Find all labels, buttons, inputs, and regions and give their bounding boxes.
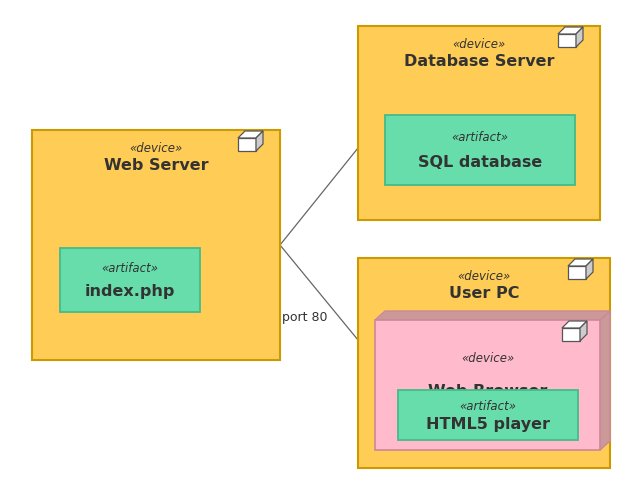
Polygon shape bbox=[562, 321, 587, 328]
Polygon shape bbox=[375, 311, 610, 320]
Text: Web Browser: Web Browser bbox=[428, 384, 547, 399]
Polygon shape bbox=[238, 131, 263, 138]
Text: «artifact»: «artifact» bbox=[460, 399, 516, 413]
Text: Database Server: Database Server bbox=[404, 55, 554, 70]
Polygon shape bbox=[576, 27, 583, 47]
Text: «artifact»: «artifact» bbox=[101, 262, 159, 275]
Polygon shape bbox=[562, 328, 580, 341]
Text: Web Server: Web Server bbox=[104, 159, 208, 174]
Polygon shape bbox=[256, 131, 263, 151]
Polygon shape bbox=[568, 259, 593, 266]
Text: port 80: port 80 bbox=[282, 312, 328, 324]
Polygon shape bbox=[568, 266, 586, 279]
FancyBboxPatch shape bbox=[60, 248, 200, 312]
Text: index.php: index.php bbox=[85, 284, 175, 299]
Polygon shape bbox=[580, 321, 587, 341]
Text: «device»: «device» bbox=[130, 141, 182, 154]
FancyBboxPatch shape bbox=[32, 130, 280, 360]
Text: «device»: «device» bbox=[457, 270, 511, 282]
Polygon shape bbox=[558, 34, 576, 47]
FancyBboxPatch shape bbox=[385, 115, 575, 185]
Polygon shape bbox=[558, 27, 583, 34]
Polygon shape bbox=[600, 311, 610, 450]
Text: HTML5 player: HTML5 player bbox=[426, 417, 550, 431]
Text: «device»: «device» bbox=[461, 352, 514, 365]
FancyBboxPatch shape bbox=[398, 390, 578, 440]
FancyBboxPatch shape bbox=[358, 26, 600, 220]
Text: «device»: «device» bbox=[452, 37, 506, 50]
Polygon shape bbox=[586, 259, 593, 279]
FancyBboxPatch shape bbox=[358, 258, 610, 468]
Text: SQL database: SQL database bbox=[418, 155, 542, 170]
Polygon shape bbox=[238, 138, 256, 151]
Text: «artifact»: «artifact» bbox=[452, 131, 508, 144]
FancyBboxPatch shape bbox=[375, 320, 600, 450]
Text: User PC: User PC bbox=[448, 286, 520, 302]
